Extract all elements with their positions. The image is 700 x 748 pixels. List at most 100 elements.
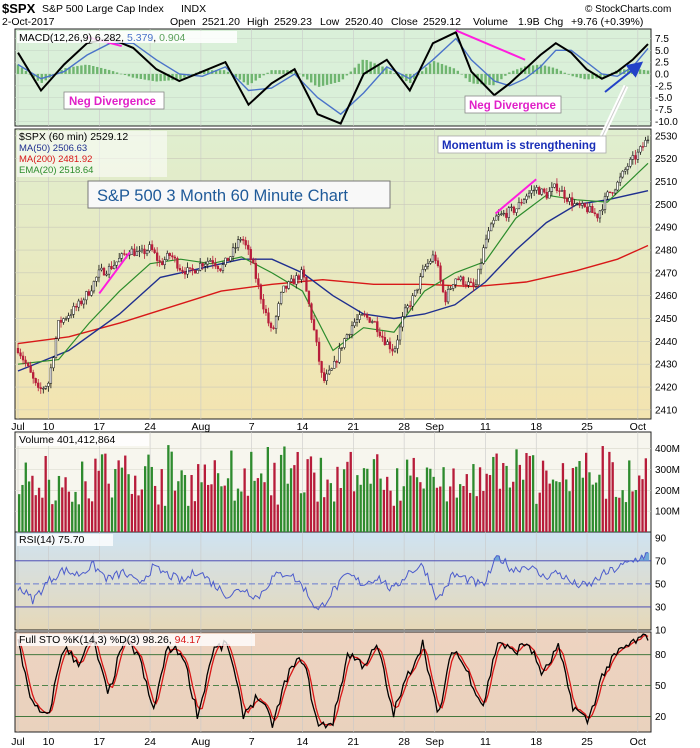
candle-body-192 (502, 212, 505, 215)
candle-body-213 (555, 183, 559, 191)
volume-bar-138 (475, 496, 478, 532)
candle-body-45 (130, 248, 134, 255)
price-y-tick-2: 2510 (655, 177, 678, 188)
volume-bar-151 (518, 464, 521, 532)
macd-histogram-bar-97 (401, 73, 404, 79)
candle-body-30 (92, 281, 96, 292)
candle-body-62 (173, 256, 177, 259)
volume-bar-21 (87, 498, 90, 532)
volume-bar-13 (61, 487, 64, 532)
candle-body-128 (340, 347, 344, 349)
candle-body-69 (191, 268, 194, 271)
candle-body-101 (272, 327, 275, 329)
candle-body-34 (102, 267, 106, 276)
macd-histogram-bar-61 (258, 73, 261, 78)
volume-bar-5 (34, 495, 37, 532)
macd-histogram-bar-122 (500, 73, 503, 80)
candle-body-228 (593, 212, 597, 215)
volume-bar-181 (618, 497, 621, 532)
volume-bar-158 (541, 460, 545, 532)
macd-histogram-bar-114 (468, 73, 471, 82)
candle-body-60 (168, 253, 171, 256)
volume-bar-187 (638, 475, 641, 532)
volume-bar-123 (425, 467, 429, 532)
volume-bar-80 (283, 446, 286, 532)
price-y-tick-8: 2450 (655, 314, 678, 325)
volume-bar-155 (531, 455, 535, 532)
volume-bar-175 (598, 474, 601, 532)
macd-histogram-bar-59 (250, 73, 253, 84)
volume-bar-160 (548, 483, 551, 532)
macd-histogram-bar-1 (20, 67, 24, 74)
sto-y-tick-2: 20 (655, 712, 667, 723)
volume-bar-176 (601, 446, 604, 532)
candle-body-112 (300, 269, 303, 280)
volume-bar-170 (581, 477, 584, 532)
low-value: 2520.40 (345, 16, 383, 28)
macd-y-tick-7: -10.0 (655, 117, 678, 128)
macd-histogram-bar-88 (365, 60, 368, 74)
chg-label: Chg (544, 16, 563, 28)
volume-legend: Volume 401,412,864 (17, 434, 149, 446)
price-y-tick-3: 2500 (655, 200, 678, 211)
x-tick-label-price-13: Oct (630, 421, 646, 433)
volume-bar-112 (389, 490, 392, 532)
candle-body-243 (631, 155, 634, 160)
x-tick-label-bottom-11: 18 (530, 736, 542, 748)
candle-body-40 (118, 258, 121, 263)
volume-bar-52 (190, 474, 193, 532)
macd-histogram-bar-20 (96, 66, 99, 74)
candle-body-224 (583, 203, 586, 208)
price-panel (14, 128, 652, 420)
candle-body-65 (181, 269, 184, 272)
macd-histogram-bar-156 (634, 68, 638, 74)
price-legend: $SPX (60 min) 2529.12 MA(50) 2506.63 MA(… (17, 131, 167, 177)
candle-body-11 (44, 386, 47, 389)
x-tick-label-price-4: Aug (192, 421, 211, 433)
macd-histogram-bar-139 (567, 73, 570, 75)
candle-body-216 (563, 190, 566, 199)
high-value: 2529.23 (274, 16, 312, 28)
low-label: Low (320, 16, 340, 28)
volume-bar-145 (498, 488, 502, 532)
volume-bar-50 (183, 474, 187, 532)
macd-histogram-bar-73 (306, 73, 309, 80)
candle-body-120 (320, 361, 323, 373)
volume-bar-173 (591, 484, 594, 532)
candle-body-108 (290, 278, 293, 282)
volume-bar-6 (37, 487, 41, 532)
candle-body-135 (358, 314, 361, 320)
volume-bar-127 (439, 486, 442, 532)
candle-body-22 (72, 306, 75, 315)
candle-body-2 (21, 355, 25, 361)
rsi-layer (15, 552, 651, 611)
candle-body-131 (348, 333, 351, 336)
sto-k-value: 98.26 (143, 634, 169, 646)
candle-body-24 (77, 300, 80, 308)
candle-body-52 (148, 244, 151, 251)
macd-histogram-bar-48 (206, 70, 210, 74)
macd-y-tick-1: 5.0 (655, 46, 669, 57)
macd-histogram-bar-21 (100, 67, 103, 74)
security-name: S&P 500 Large Cap Index (42, 3, 165, 15)
volume-bar-149 (512, 481, 515, 532)
x-tick-label-bottom-1: 10 (43, 736, 55, 748)
candle-body-240 (624, 169, 627, 172)
price-y-tick-9: 2440 (655, 337, 678, 348)
candle-body-245 (636, 151, 640, 160)
candle-body-37 (110, 266, 113, 269)
volume-bar-46 (170, 451, 173, 532)
macd-histogram-bar-75 (313, 73, 317, 86)
volume-bar-71 (253, 480, 256, 532)
candle-body-244 (634, 155, 637, 160)
volume-bar-100 (349, 451, 352, 532)
macd-histogram-bar-104 (428, 63, 432, 74)
candle-body-47 (135, 251, 139, 256)
neg-divergence-label-1: Neg Divergence (69, 96, 156, 108)
candle-body-237 (616, 181, 619, 191)
macd-histogram-bar-129 (527, 65, 531, 74)
candle-body-249 (646, 139, 650, 142)
volume-bar-171 (585, 452, 588, 532)
volume-bar-19 (81, 461, 84, 532)
volume-bar-34 (130, 493, 134, 532)
